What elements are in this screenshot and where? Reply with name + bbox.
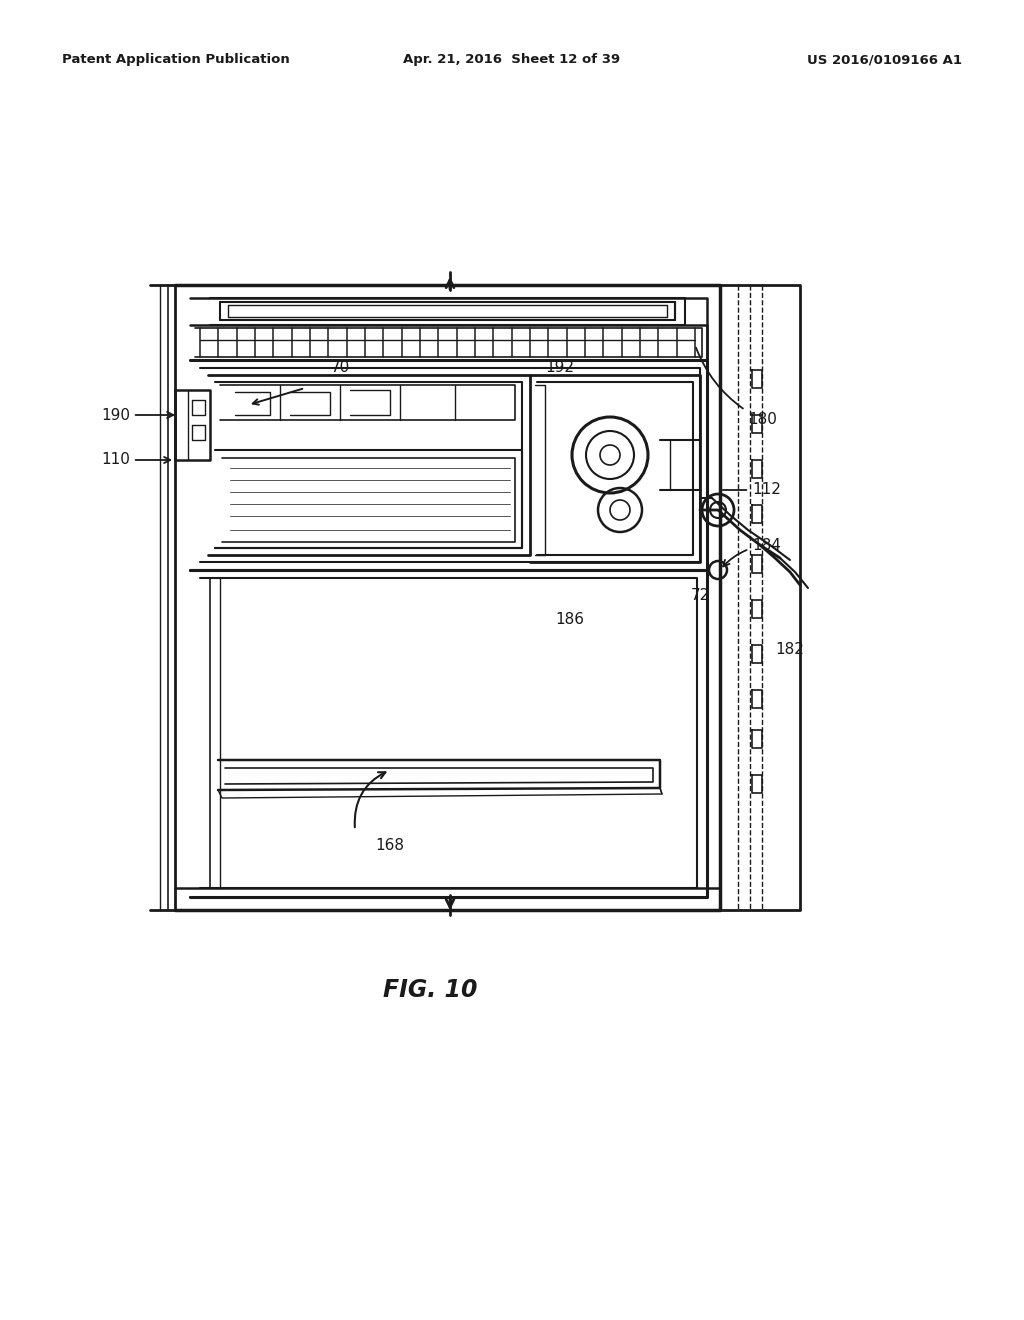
Text: 180: 180 — [696, 347, 777, 428]
Text: Apr. 21, 2016  Sheet 12 of 39: Apr. 21, 2016 Sheet 12 of 39 — [403, 54, 621, 66]
Text: US 2016/0109166 A1: US 2016/0109166 A1 — [807, 54, 962, 66]
FancyArrowPatch shape — [354, 772, 385, 828]
Text: 184: 184 — [723, 537, 781, 566]
Text: 70: 70 — [331, 360, 349, 375]
Text: 72: 72 — [690, 587, 710, 602]
Text: 186: 186 — [555, 612, 585, 627]
Text: 168: 168 — [376, 837, 404, 853]
Text: 110: 110 — [101, 453, 170, 467]
Text: Patent Application Publication: Patent Application Publication — [62, 54, 290, 66]
Text: 192: 192 — [546, 360, 574, 375]
Text: 112: 112 — [723, 483, 781, 498]
Text: 190: 190 — [101, 408, 173, 422]
Text: FIG. 10: FIG. 10 — [383, 978, 477, 1002]
Text: 182: 182 — [775, 643, 804, 657]
